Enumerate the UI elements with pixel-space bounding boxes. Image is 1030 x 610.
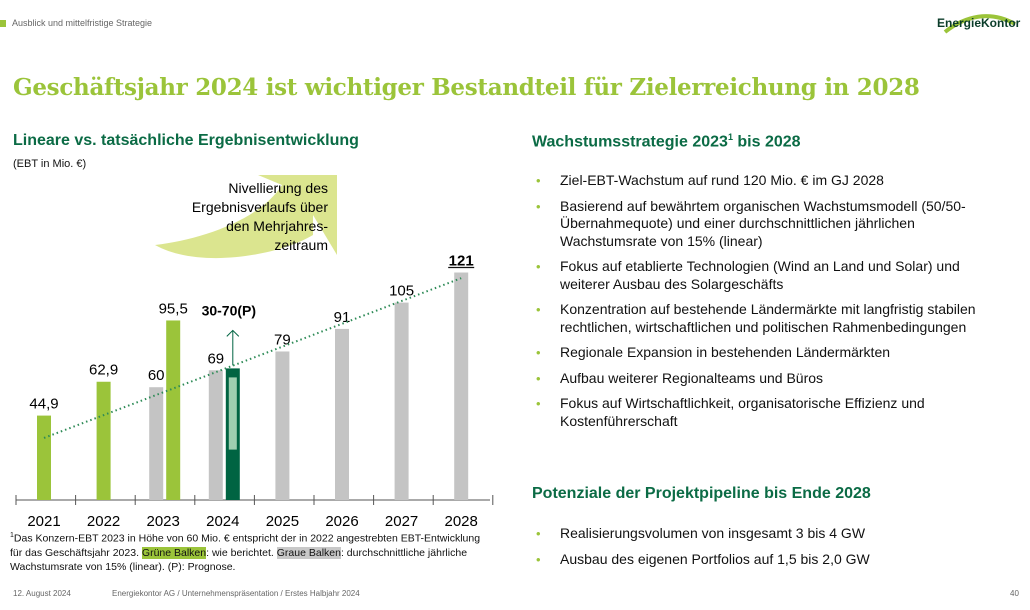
x-tick-label: 2022 <box>87 513 120 530</box>
strategy-list: Ziel-EBT-Wachstum auf rund 120 Mio. € im… <box>532 172 982 438</box>
x-tick-label: 2025 <box>266 513 299 530</box>
chart-footnote: 1Das Konzern-EBT 2023 in Höhe von 60 Mio… <box>10 532 481 573</box>
list-item: Ausbau des eigenen Portfolios auf 1,5 bi… <box>532 551 982 569</box>
bar-gray-2028 <box>454 272 469 500</box>
bar-green-2021 <box>37 415 51 500</box>
pipeline-heading: Potenziale der Projektpipeline bis Ende … <box>532 485 871 502</box>
footer-date: 12. August 2024 <box>13 589 71 598</box>
bar-gray-2026 <box>335 328 349 500</box>
arrow-text-line: Nivellierung des <box>228 180 328 196</box>
list-item: Konzentration auf bestehende Ländermärkt… <box>532 301 982 336</box>
x-tick-label: 2021 <box>27 513 60 530</box>
list-item: Regionale Expansion in bestehenden Lände… <box>532 344 982 362</box>
bar-gray-2024 <box>208 370 223 500</box>
arrowhead <box>226 329 240 337</box>
chart-heading: Lineare vs. tatsächliche Ergebnisentwick… <box>13 132 359 149</box>
x-tick-label: 2026 <box>325 513 358 530</box>
list-item: Basierend auf bewährtem organischen Wach… <box>532 198 982 251</box>
list-item: Fokus auf Wirtschaftlichkeit, organisato… <box>532 395 982 430</box>
forecast-range-hatch <box>228 377 237 450</box>
bar-label-green-2022: 62,9 <box>89 362 118 379</box>
bar-label-gray-2024: 69 <box>207 350 224 367</box>
bar-label-gray-2025: 79 <box>274 331 291 348</box>
page-number: 40 <box>1010 589 1019 598</box>
list-item: Realisierungsvolumen von insgesamt 3 bis… <box>532 525 982 543</box>
page-title: Geschäftsjahr 2024 ist wichtiger Bestand… <box>13 74 920 101</box>
list-item: Fokus auf etablierte Technologien (Wind … <box>532 258 982 293</box>
arrow-text-line: zeitraum <box>274 237 328 253</box>
logo: EnergieKontor <box>935 8 1025 38</box>
x-tick-label: 2027 <box>385 513 418 530</box>
logo-text: EnergieKontor <box>937 16 1021 30</box>
bar-gray-2025 <box>275 351 290 500</box>
x-tick-label: 2024 <box>206 513 239 530</box>
bar-gray-2023 <box>149 387 164 500</box>
arrow-text-line: Ergebnisverlaufs über <box>192 199 329 215</box>
bar-label-gray-2026: 91 <box>334 309 351 326</box>
bar-label-gray-2023: 60 <box>148 367 165 384</box>
x-tick-label: 2028 <box>445 513 478 530</box>
breadcrumb: Ausblick und mittelfristige Strategie <box>0 18 153 28</box>
arrow-text: Nivellierung des Ergebnisverlaufs über den… <box>192 180 329 253</box>
chart-unit: (EBT in Mio. €) <box>13 158 87 170</box>
bar-label-green-2023: 95,5 <box>159 300 188 317</box>
logo-swoosh-icon <box>943 14 1016 34</box>
arrow-text-line: den Mehrjahres- <box>226 218 328 234</box>
bar-label-gray-2028: 121 <box>449 253 474 270</box>
bar-green-2023 <box>166 320 181 500</box>
x-tick-label: 2023 <box>147 513 180 530</box>
pipeline-list: Realisierungsvolumen von insgesamt 3 bis… <box>532 525 982 576</box>
bar-green-2022 <box>96 381 111 500</box>
curved-arrow-shape <box>155 175 337 259</box>
list-item: Aufbau weiterer Regionalteams und Büros <box>532 370 982 388</box>
growth-strategy-heading: Wachstumsstrategie 20231 bis 2028 <box>532 132 801 151</box>
forecast-label: 30-70(P) <box>202 302 256 318</box>
ebt-chart: Nivellierung des Ergebnisverlaufs über den… <box>15 175 494 530</box>
bar-label-green-2021: 44,9 <box>29 396 58 413</box>
footer-source: Energiekontor AG / Unternehmenspräsentat… <box>112 589 360 598</box>
list-item: Ziel-EBT-Wachstum auf rund 120 Mio. € im… <box>532 172 982 190</box>
bar-label-gray-2027: 105 <box>389 283 414 300</box>
bar-gray-2027 <box>394 302 409 500</box>
